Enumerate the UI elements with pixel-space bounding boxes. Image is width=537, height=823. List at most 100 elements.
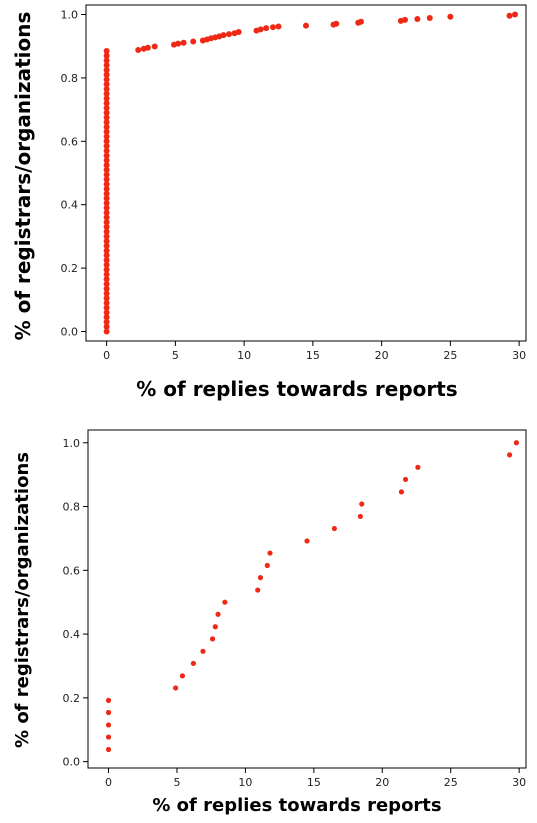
bottom-x-tick-label: 25: [444, 776, 458, 789]
top-data-point-zero: [103, 228, 110, 235]
top-data-point-zero: [103, 219, 110, 226]
top-data-point-zero: [103, 214, 110, 221]
top-data-point: [303, 22, 309, 29]
bottom-y-tick-label: 0.2: [63, 692, 81, 705]
top-data-point: [447, 13, 454, 20]
bottom-y-axis-title: % of registrars/organizations: [12, 452, 33, 748]
bottom-data-point: [357, 513, 363, 520]
top-x-tick-label: 10: [237, 349, 251, 362]
top-data-point-zero: [103, 181, 110, 188]
top-data-point-zero: [103, 247, 110, 254]
bottom-data-point: [304, 538, 310, 544]
top-data-point-zero: [103, 57, 110, 64]
bottom-y-axis: 0.0 0.2 0.4 0.6 0.8 1.0: [63, 437, 88, 769]
top-data-point: [135, 47, 142, 54]
bottom-x-tick-label: 15: [307, 776, 321, 789]
bottom-data-point: [173, 685, 179, 691]
bottom-y-tick-label: 0.4: [63, 628, 81, 641]
bottom-y-tick-label: 1.0: [63, 437, 81, 450]
top-data-point-zero: [103, 171, 110, 178]
top-data-point-zero: [103, 143, 110, 150]
top-y-tick-label: 0.8: [61, 72, 79, 85]
bottom-data-points: [105, 440, 520, 753]
bottom-data-point: [415, 464, 421, 470]
bottom-data-point: [215, 611, 221, 617]
top-data-point-zero: [103, 105, 110, 112]
top-data-point-zero: [103, 138, 110, 145]
bottom-data-point: [105, 746, 112, 753]
top-data-point: [512, 11, 518, 18]
top-x-tick-label: 15: [306, 349, 320, 362]
top-data-point-zero: [103, 323, 110, 330]
top-data-point-zero: [103, 195, 110, 202]
top-data-point-zero: [103, 299, 110, 306]
top-data-point-zero: [103, 100, 110, 107]
top-y-axis: 0.0 0.2 0.4 0.6 0.8 1.0: [61, 9, 86, 338]
bottom-y-tick-label: 0.6: [63, 564, 81, 577]
top-data-point: [180, 39, 187, 46]
top-data-point-zero: [103, 157, 110, 164]
top-data-point-zero: [103, 257, 110, 264]
bottom-data-point: [179, 673, 186, 679]
top-data-point-zero: [103, 133, 110, 140]
top-data-point-zero: [103, 209, 110, 216]
bottom-x-tick-label: 30: [512, 776, 526, 789]
top-data-point: [257, 26, 264, 33]
top-data-point-zero: [103, 200, 110, 207]
top-x-tick-label: 0: [103, 349, 110, 362]
bottom-data-point: [398, 489, 405, 495]
top-data-point-zero: [103, 152, 110, 159]
top-data-point-zero: [103, 285, 110, 292]
bottom-x-axis-title: % of replies towards reports: [152, 795, 441, 816]
bottom-data-point: [359, 501, 365, 507]
top-data-point-zero: [103, 47, 110, 54]
bottom-data-point: [105, 734, 112, 740]
bottom-y-tick-label: 0.8: [63, 501, 81, 514]
top-y-tick-label: 0.6: [61, 135, 79, 148]
top-data-point-zero: [103, 252, 110, 259]
top-data-point-zero: [103, 280, 110, 287]
top-data-point-zero: [103, 204, 110, 211]
top-data-point-zero: [103, 190, 110, 197]
top-data-point-zero: [103, 295, 110, 302]
top-data-point-zero: [103, 290, 110, 297]
top-data-point-zero: [103, 318, 110, 325]
top-data-point-zero: [103, 95, 110, 102]
bottom-x-tick-label: 5: [173, 776, 180, 789]
top-data-point-zero: [103, 238, 110, 245]
bottom-data-point: [200, 648, 206, 654]
top-data-point-zero: [103, 304, 110, 311]
top-data-point-zero: [103, 124, 110, 131]
top-y-tick-label: 1.0: [61, 9, 79, 22]
top-data-point-zero: [103, 109, 110, 116]
top-data-point-zero: [103, 223, 110, 230]
top-data-point: [175, 40, 182, 47]
top-y-tick-label: 0.0: [61, 325, 79, 338]
top-data-point: [333, 20, 340, 27]
top-data-point-zero: [103, 86, 110, 92]
bottom-x-tick-label: 20: [375, 776, 389, 789]
bottom-data-point: [331, 525, 337, 532]
top-data-point-zero: [103, 309, 110, 316]
top-data-point: [358, 18, 364, 25]
top-data-points: [103, 11, 518, 335]
top-data-point: [226, 31, 232, 38]
top-data-point-zero: [103, 71, 110, 78]
top-x-tick-label: 25: [443, 349, 457, 362]
bottom-data-point: [105, 697, 112, 704]
top-data-point: [235, 28, 242, 35]
bottom-data-point: [506, 452, 513, 458]
bottom-x-tick-label: 0: [105, 776, 112, 789]
bottom-data-point: [190, 660, 196, 667]
bottom-data-point: [105, 709, 112, 716]
top-data-point-zero: [103, 176, 110, 183]
bottom-data-point: [257, 575, 264, 581]
top-data-point-zero: [103, 276, 110, 283]
bottom-x-axis: 0 5 10 15 20 25 30: [105, 768, 526, 789]
top-data-point-zero: [103, 52, 110, 59]
top-x-tick-label: 20: [375, 349, 389, 362]
top-data-point: [270, 24, 276, 31]
top-x-axis: 0 5 10 15 20 25 30: [103, 341, 526, 362]
bottom-data-point: [267, 550, 273, 556]
